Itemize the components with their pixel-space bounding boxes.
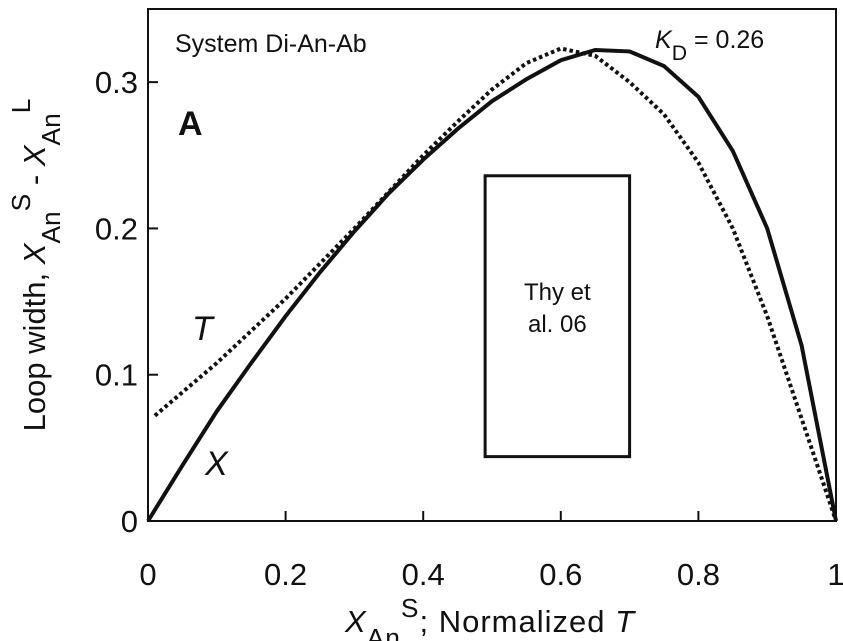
axis-title: Loop width, XAnS - XAnL [6,99,66,432]
x-tick-label: 0.8 [677,557,720,592]
series-label: X [204,445,229,483]
text-part: ; Normalized [419,604,615,639]
x-tick-label: 0.2 [264,557,307,592]
axis-title: KD = 0.26 [655,26,764,65]
text-part: S [6,194,36,212]
y-tick-label: 0.1 [95,358,138,393]
plot-frame [147,8,837,522]
text-part: An [36,113,66,145]
text-part: X [17,144,52,167]
text-part: X [344,604,367,639]
text-part: = 0.26 [687,26,764,54]
x-tick-label: 1 [827,557,843,592]
x-tick-label: 0.6 [539,557,582,592]
text-part: S [401,593,420,623]
box-label: al. 06 [528,311,587,338]
text-part: An [367,623,401,641]
series-line [146,47,838,523]
box-label: Thy et [524,279,591,306]
x-tick-label: 0 [139,557,156,592]
panel-label: A [178,105,203,143]
text-part: D [672,41,687,65]
text-part: K [655,26,673,54]
y-tick-label: 0.3 [95,65,138,100]
x-tick-label: 0.4 [402,557,445,592]
text-part: An [36,211,66,243]
axis-title: XAnS; Normalized T [344,593,636,641]
annotation: System Di-An-Ab [175,30,367,58]
text-part: L [6,99,36,114]
y-tick-label: 0.2 [95,211,138,246]
text-part: X [17,242,52,265]
text-part: Loop width, [17,264,52,431]
series-label: T [192,310,215,348]
text-part: - [17,166,52,194]
y-tick-label: 0 [121,504,138,539]
text-part: T [615,604,636,639]
series-line [153,46,838,522]
literature-box [483,174,632,459]
